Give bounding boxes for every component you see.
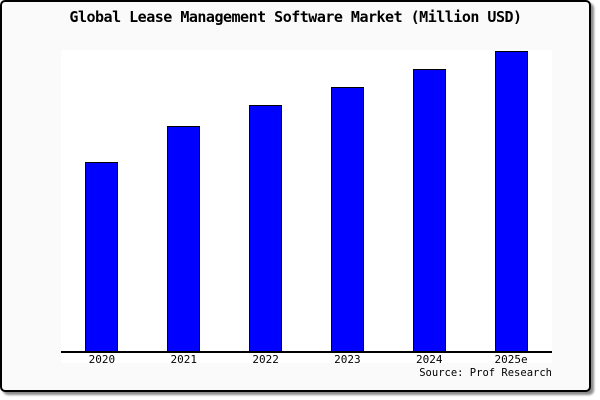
x-tick-label-2024: 2024	[416, 353, 443, 366]
bar-2021	[167, 126, 201, 351]
chart-figure: Global Lease Management Software Market …	[0, 0, 591, 392]
x-tick-label-2025e: 2025e	[494, 353, 528, 366]
bar-2020	[85, 162, 119, 351]
x-tick-label-2022: 2022	[252, 353, 279, 366]
x-tick-label-2021: 2021	[170, 353, 198, 366]
bar-2024	[412, 69, 446, 351]
x-axis-labels: 2020 2021 2022 2023 2024 2025e	[61, 353, 552, 367]
bar-2025e	[494, 51, 528, 351]
bars-container	[61, 50, 552, 351]
x-tick-label-2020: 2020	[88, 353, 116, 366]
source-credit: Source: Prof Research	[419, 367, 552, 379]
x-tick-label-2023: 2023	[334, 353, 361, 366]
plot-area: 2020 2021 2022 2023 2024 2025e	[61, 50, 552, 366]
bar-2023	[330, 87, 364, 351]
chart-title: Global Lease Management Software Market …	[69, 8, 522, 26]
bar-2022	[249, 105, 283, 351]
x-axis-line	[61, 351, 552, 353]
